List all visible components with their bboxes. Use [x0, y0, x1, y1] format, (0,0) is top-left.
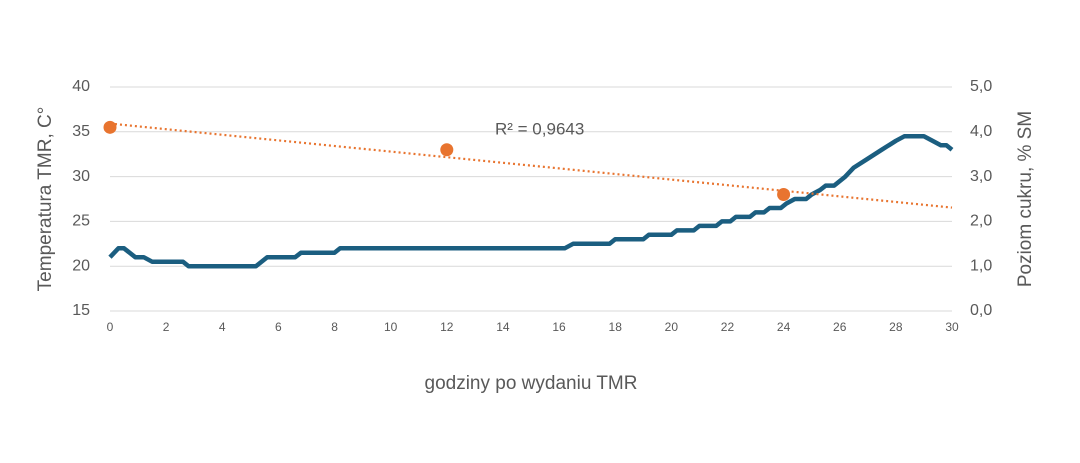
x-axis-title: godziny po wydaniu TMR [425, 373, 638, 394]
x-tick-label: 2 [163, 320, 170, 334]
y-tick-label: 20 [72, 257, 90, 274]
y2-axis-title: Poziom cukru, % SM [1015, 111, 1036, 287]
x-tick-label: 16 [552, 320, 566, 334]
y-tick-label: 25 [72, 213, 90, 230]
annotation: R² = 0,9643 [495, 119, 584, 138]
trendline [109, 122, 953, 209]
sugar-point [103, 120, 117, 134]
y-tick-label: 30 [72, 168, 90, 185]
x-tick-label: 28 [889, 320, 903, 334]
y-tick-label: 15 [72, 302, 90, 319]
sugar-point [440, 143, 454, 157]
x-tick-label: 26 [833, 320, 847, 334]
y2-tick-label: 2,0 [970, 213, 992, 230]
x-tick-label: 12 [440, 320, 454, 334]
x-tick-label: 18 [609, 320, 623, 334]
y2-tick-label: 3,0 [970, 168, 992, 185]
y-tick-label: 35 [72, 123, 90, 140]
x-tick-label: 4 [219, 320, 226, 334]
y2-tick-label: 1,0 [970, 257, 992, 274]
x-tick-label: 22 [721, 320, 735, 334]
x-tick-label: 6 [275, 320, 282, 334]
x-tick-label: 20 [665, 320, 679, 334]
x-tick-label: 24 [777, 320, 791, 334]
temperature-line [108, 134, 954, 269]
x-tick-label: 10 [384, 320, 398, 334]
y2-tick-label: 5,0 [970, 78, 992, 95]
x-tick-label: 14 [496, 320, 510, 334]
y-tick-label: 40 [72, 78, 90, 95]
x-tick-label: 30 [945, 320, 959, 334]
y-axis-title: Temperatura TMR, C° [35, 107, 56, 292]
y2-tick-label: 4,0 [970, 123, 992, 140]
x-tick-label: 8 [331, 320, 338, 334]
y2-tick-label: 0,0 [970, 302, 992, 319]
sugar-point [777, 188, 791, 202]
x-tick-label: 0 [107, 320, 114, 334]
